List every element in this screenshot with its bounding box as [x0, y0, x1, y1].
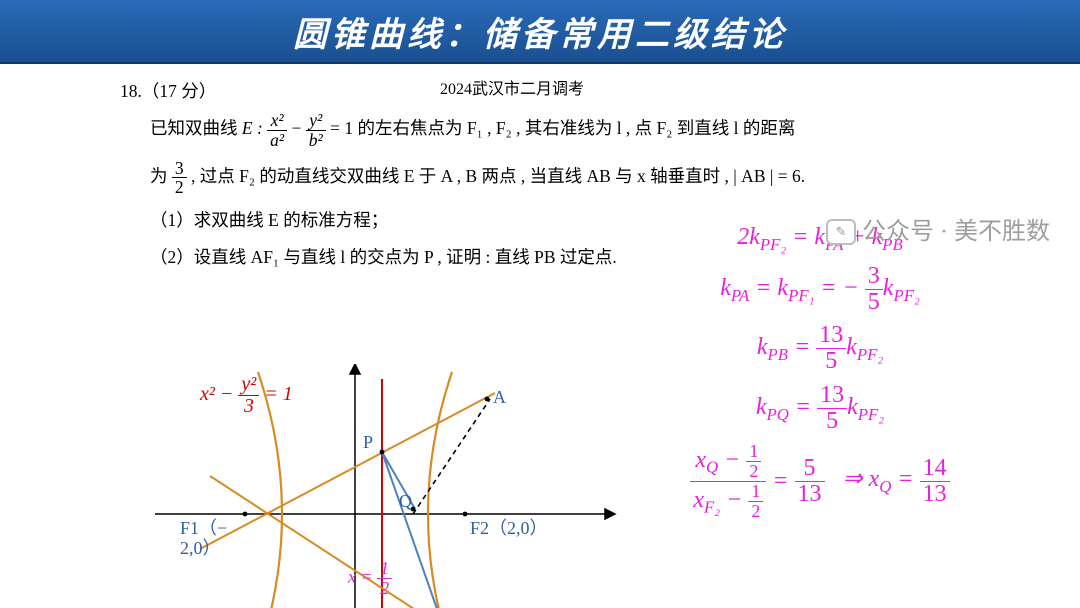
q1-post: = 1 的左右焦点为 F₁ , F₂ , 其右准线为 l , 点 F₂ 到直线 … — [330, 118, 795, 138]
q1-frac1-num: x² — [267, 111, 287, 130]
directrix-label: x = 12 — [348, 559, 392, 598]
q1-frac2: y² b² — [306, 111, 326, 149]
eq-row-4: kPQ = 13 5 kPF₂ — [610, 383, 1030, 434]
question-line-1: 已知双曲线 E : x² a² − y² b² = 1 的左右焦点为 F₁ , … — [150, 111, 960, 149]
diagram-equation: x² − y²3 = 1 — [200, 374, 293, 417]
label-A: A — [493, 387, 506, 407]
watermark-text: 公众号 · 美不胜数 — [862, 214, 1050, 251]
q1-pre: 已知双曲线 — [150, 118, 242, 138]
header-title: 圆锥曲线：储备常用二级结论 — [293, 7, 787, 56]
eq5-r2-n: 14 — [920, 456, 950, 482]
xline-den: 2 — [377, 579, 392, 598]
eq2-den: 5 — [865, 290, 883, 315]
eq3-den: 5 — [816, 349, 846, 374]
question-number: 18.（17 分） — [120, 81, 216, 101]
xline-frac: 12 — [377, 559, 392, 598]
eq5-lt-n: 1 — [746, 442, 761, 462]
wechat-icon: ✎ — [826, 219, 856, 245]
watermark: ✎ 公众号 · 美不胜数 — [826, 214, 1050, 251]
eq5-mid: = — [772, 466, 788, 496]
q1-minus: − — [292, 118, 306, 138]
eq-row-2: kPA = kPF₁ = − 3 5 kPF₂ — [610, 264, 1030, 315]
q1-eq-lead: E : — [242, 118, 263, 138]
equations-panel: 2kPF₂ = kPA + kPB kPA = kPF₁ = − 3 5 kPF… — [610, 214, 1030, 528]
label-F1a: F1（− — [180, 518, 227, 538]
document-body: 18.（17 分） 2024武汉市二月调考 已知双曲线 E : x² a² − … — [0, 64, 1080, 271]
dia-eq-num: y² — [238, 374, 259, 396]
question-line-2: 为 3 2 , 过点 F₂ 的动直线交双曲线 E 于 A , B 两点 , 当直… — [150, 159, 960, 197]
eq3-frac: 13 5 — [816, 323, 846, 374]
q2-frac-num: 3 — [172, 159, 187, 178]
eq5-lhs: xQ − 12 xF₂ − 12 — [690, 442, 766, 521]
eq5-lb-d: 2 — [748, 502, 763, 521]
xline-pre: x = — [348, 567, 377, 587]
q1-frac2-num: y² — [306, 111, 326, 130]
dia-eq-frac: y²3 — [238, 374, 259, 417]
eq-row-5: xQ − 12 xF₂ − 12 = 5 13 ⇒ xQ = 14 13 — [610, 442, 1030, 521]
eq5-rhs1: 5 13 — [795, 456, 825, 507]
eq4-den: 5 — [817, 409, 847, 434]
eq3-num: 13 — [816, 323, 846, 349]
label-F1b: 2,0） — [180, 538, 221, 558]
eq5-r1-d: 13 — [795, 482, 825, 507]
page-header: 圆锥曲线：储备常用二级结论 — [0, 0, 1080, 64]
xline-num: 1 — [377, 559, 392, 579]
dia-eq-den: 3 — [238, 396, 259, 417]
q1-frac2-den: b² — [306, 131, 326, 149]
dia-eq-tail: = 1 — [259, 383, 293, 405]
eq5-lb-n: 1 — [748, 482, 763, 502]
eq4-num: 13 — [817, 383, 847, 409]
eq5-lt-d: 2 — [746, 462, 761, 481]
q2-pre: 为 — [150, 166, 172, 186]
eq5-r2-d: 13 — [920, 482, 950, 507]
q2-frac: 3 2 — [172, 159, 187, 197]
q1-frac1: x² a² — [267, 111, 287, 149]
q1-frac1-den: a² — [267, 131, 287, 149]
eq4-frac: 13 5 — [817, 383, 847, 434]
eq5-rhs2: 14 13 — [920, 456, 950, 507]
dia-eq-pre: x² − — [200, 383, 238, 405]
eq5-r1-n: 5 — [795, 456, 825, 482]
eq2-num: 3 — [865, 264, 883, 290]
q2-post: , 过点 F₂ 的动直线交双曲线 E 于 A , B 两点 , 当直线 AB 与… — [191, 166, 805, 186]
label-P: P — [363, 432, 373, 452]
eq2-frac: 3 5 — [865, 264, 883, 315]
question-number-row: 18.（17 分） 2024武汉市二月调考 — [120, 78, 960, 105]
eq5-lhs-top: xQ − 12 — [690, 442, 766, 482]
q2-frac-den: 2 — [172, 178, 187, 196]
eq5-lhs-bot: xF₂ − 12 — [690, 482, 766, 521]
eq5-imply: ⇒ xQ = — [831, 464, 914, 498]
label-Q: Q — [399, 491, 412, 511]
eq-row-3: kPB = 13 5 kPF₂ — [610, 323, 1030, 374]
label-F2: F2（2,0） — [470, 518, 548, 538]
exam-source: 2024武汉市二月调考 — [440, 78, 584, 103]
